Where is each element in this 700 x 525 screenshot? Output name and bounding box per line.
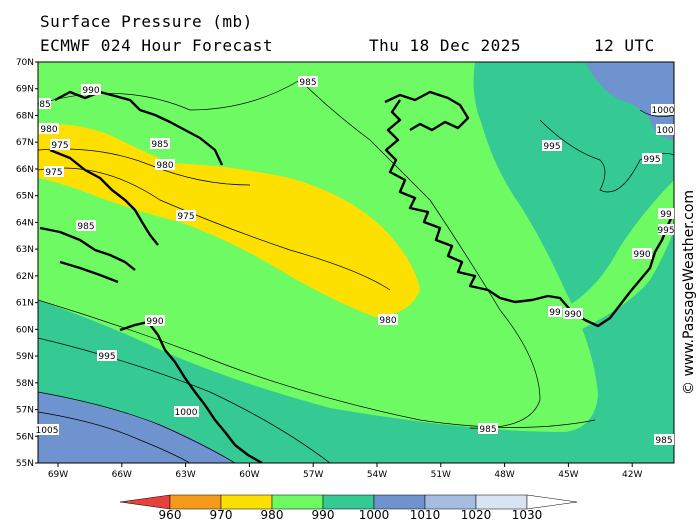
longitude-label: 60W (239, 470, 259, 480)
coastlines (39, 90, 674, 463)
latitude-label: 61N (16, 299, 34, 309)
credit-label: © www.PassageWeather.com (681, 190, 697, 395)
forecast-date: Thu 18 Dec 2025 (369, 36, 521, 55)
contour-label: 995 (98, 352, 115, 362)
latitude-label: 64N (16, 218, 34, 228)
contour-label: 990 (82, 86, 99, 96)
contour-label: 975 (51, 141, 68, 151)
longitude-label: 45W (558, 470, 578, 480)
colorbar-segment (169, 494, 222, 510)
contour-label: 99 (660, 210, 672, 220)
contour-label: 85 (39, 100, 50, 110)
colorbar-arrow-high (526, 494, 578, 510)
latitude-label: 65N (16, 192, 34, 202)
colorbar-tick-label: 990 (311, 508, 335, 522)
contour-label: 975 (177, 212, 194, 222)
credit-text: © www.PassageWeather.com (681, 190, 697, 395)
isobar-985 (38, 79, 541, 429)
contour-labels: 985 85 990 980 975 985 980 975 975 985 9… (34, 76, 675, 446)
map-frame (37, 61, 675, 464)
greenland-coast-west (384, 99, 674, 328)
forecast-time: 12 UTC (594, 36, 655, 55)
latitude-label: 70N (16, 58, 34, 68)
longitude-axis: 69W 66W 63W 60W 57W 54W 51W 48W 45W 42W (48, 463, 642, 480)
baffin-island-coast (49, 90, 224, 246)
contour-label: 1000 (652, 106, 675, 116)
colorbar-tick-label: 1030 (511, 508, 543, 522)
contour-label: 1000 (175, 408, 198, 418)
isobar-1000 (38, 391, 236, 463)
greenland-north (384, 90, 470, 132)
contour-label: 995 (543, 142, 560, 152)
latitude-label: 60N (16, 325, 34, 335)
contour-label: 985 (77, 222, 94, 232)
colorbar-tick-label: 980 (260, 508, 284, 522)
band-1000-1010-ne (585, 62, 674, 140)
contour-label: 985 (299, 78, 316, 88)
colorbar-tick-label: 1000 (358, 508, 390, 522)
contour-label: 99 (549, 308, 561, 318)
colorbar-segment (220, 494, 273, 510)
isobar-1000-east (639, 109, 674, 117)
longitude-label: 63W (175, 470, 195, 480)
model-run: ECMWF 024 Hour Forecast (40, 36, 274, 55)
contour-label: 985 (479, 425, 496, 435)
contour-label: 995 (657, 226, 674, 236)
colorbar-segment (424, 494, 477, 510)
colorbar-arrow-low (119, 494, 171, 510)
latitude-label: 62N (16, 272, 34, 282)
isobar-975 (38, 148, 251, 186)
latitude-label: 58N (16, 379, 34, 389)
contour-label: 990 (564, 310, 581, 320)
longitude-label: 66W (112, 470, 132, 480)
latitude-label: 69N (16, 85, 34, 95)
pressure-fields (38, 62, 674, 463)
latitude-axis: 70N 69N 68N 67N 66N 65N 64N 63N 62N 61N 60N 59N 58N 5… (16, 58, 38, 469)
isobar-1005 (38, 411, 191, 463)
latitude-label: 67N (16, 138, 34, 148)
colorbar-segment (475, 494, 528, 510)
latitude-label: 66N (16, 165, 34, 175)
latitude-label: 56N (16, 432, 34, 442)
latitude-label: 63N (16, 245, 34, 255)
longitude-label: 48W (494, 470, 514, 480)
band-970-980 (38, 124, 420, 318)
colorbar-segment (373, 494, 426, 510)
latitude-label: 55N (16, 459, 34, 469)
latitude-label: 57N (16, 406, 34, 416)
contour-label: 985 (655, 436, 672, 446)
contour-label: 990 (146, 317, 163, 327)
isobar-980-inner (38, 167, 391, 291)
contour-label: 990 (633, 250, 650, 260)
isobar-995 (38, 337, 331, 463)
colorbar (119, 494, 578, 510)
contour-label: 975 (45, 168, 62, 178)
colorbar-segment (271, 494, 324, 510)
contour-label: 100 (656, 126, 673, 136)
colorbar-tick-label: 1010 (409, 508, 441, 522)
longitude-label: 69W (48, 470, 68, 480)
colorbar-tick-label: 970 (209, 508, 233, 522)
isobar-990 (38, 299, 596, 428)
band-1000-1010-sw (38, 392, 235, 463)
colorbar-tick-label: 960 (158, 508, 182, 522)
band-980-990-east (570, 180, 674, 330)
contour-label: 980 (156, 161, 173, 171)
latitude-label: 68N (16, 111, 34, 121)
longitude-label: 57W (303, 470, 323, 480)
baffin-south-coast (39, 226, 136, 284)
latitude-label: 59N (16, 352, 34, 362)
longitude-label: 51W (431, 470, 451, 480)
contour-label: 985 (151, 140, 168, 150)
colorbar-tick-label: 1020 (460, 508, 492, 522)
colorbar-segment (322, 494, 375, 510)
chart-title: Surface Pressure (mb) (40, 12, 253, 31)
contour-label: 980 (40, 125, 57, 135)
contour-label: 995 (643, 155, 660, 165)
contour-label: 980 (379, 316, 396, 326)
contour-label: 1005 (36, 426, 59, 436)
longitude-label: 54W (367, 470, 387, 480)
longitude-label: 42W (622, 470, 642, 480)
